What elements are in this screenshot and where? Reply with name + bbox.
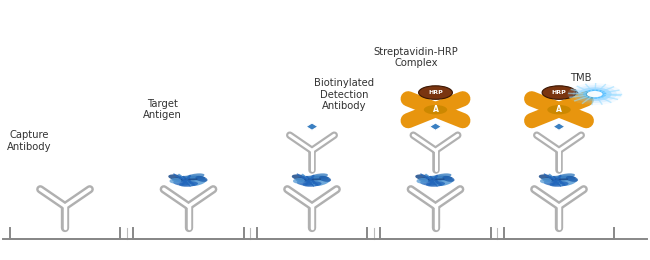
Circle shape <box>547 105 571 114</box>
Text: Capture
Antibody: Capture Antibody <box>7 130 51 152</box>
Ellipse shape <box>190 178 207 186</box>
Text: A: A <box>556 105 562 114</box>
Ellipse shape <box>542 176 576 182</box>
Ellipse shape <box>556 173 575 179</box>
Text: HRP: HRP <box>428 90 443 95</box>
Ellipse shape <box>540 178 552 184</box>
Ellipse shape <box>196 176 207 182</box>
Ellipse shape <box>309 173 328 179</box>
Ellipse shape <box>417 178 428 184</box>
Circle shape <box>542 86 576 99</box>
Circle shape <box>424 105 447 114</box>
Ellipse shape <box>549 181 569 187</box>
Ellipse shape <box>560 178 577 186</box>
Polygon shape <box>430 123 441 130</box>
Text: A: A <box>432 105 439 114</box>
Ellipse shape <box>172 176 205 182</box>
Ellipse shape <box>168 174 185 181</box>
Ellipse shape <box>543 180 562 186</box>
Polygon shape <box>553 123 565 130</box>
Ellipse shape <box>432 173 452 179</box>
Circle shape <box>583 89 606 99</box>
Ellipse shape <box>179 181 198 187</box>
Text: Streptavidin-HRP
Complex: Streptavidin-HRP Complex <box>374 47 458 68</box>
Ellipse shape <box>295 176 329 182</box>
Ellipse shape <box>420 180 438 186</box>
Circle shape <box>578 87 612 101</box>
Ellipse shape <box>173 180 191 186</box>
Circle shape <box>567 83 622 105</box>
Ellipse shape <box>185 173 205 179</box>
Ellipse shape <box>313 178 330 186</box>
Ellipse shape <box>292 174 309 181</box>
Ellipse shape <box>296 180 315 186</box>
Circle shape <box>587 91 603 97</box>
Text: Biotinylated
Detection
Antibody: Biotinylated Detection Antibody <box>315 78 374 111</box>
Ellipse shape <box>419 176 452 182</box>
Ellipse shape <box>293 178 305 184</box>
Ellipse shape <box>319 176 331 182</box>
Text: Target
Antigen: Target Antigen <box>143 99 182 120</box>
Ellipse shape <box>170 178 181 184</box>
Text: TMB: TMB <box>569 73 592 83</box>
Ellipse shape <box>437 178 454 186</box>
Circle shape <box>573 85 617 103</box>
Ellipse shape <box>443 176 454 182</box>
Ellipse shape <box>566 176 578 182</box>
Polygon shape <box>306 123 318 130</box>
Text: HRP: HRP <box>552 90 566 95</box>
Ellipse shape <box>302 181 322 187</box>
Ellipse shape <box>415 174 432 181</box>
Circle shape <box>419 86 452 99</box>
Ellipse shape <box>426 181 445 187</box>
Ellipse shape <box>539 174 556 181</box>
